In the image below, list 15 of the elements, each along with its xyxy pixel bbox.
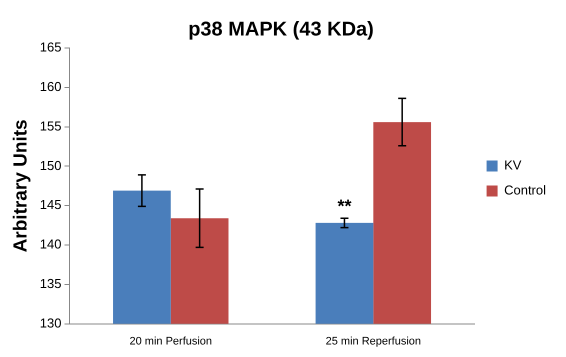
- annotation: **: [337, 196, 352, 216]
- y-tick-label: 130: [40, 315, 62, 330]
- y-tick-label: 160: [40, 78, 62, 94]
- y-axis-title: Arbitrary Units: [10, 119, 32, 252]
- y-tick-label: 165: [40, 40, 62, 55]
- y-tick-label: 145: [40, 197, 62, 212]
- y-tick-label: 150: [40, 158, 62, 173]
- x-tick-label: 25 min Reperfusion: [326, 335, 422, 348]
- y-tick-label: 135: [40, 276, 62, 291]
- y-tick-label: 140: [40, 236, 62, 252]
- chart-title: p38 MAPK (43 KDa): [188, 18, 374, 41]
- y-tick-label: 155: [40, 118, 62, 134]
- legend-label: KV: [504, 158, 522, 173]
- x-tick-label: 20 min Perfusion: [129, 335, 212, 348]
- legend-label: Control: [504, 182, 546, 198]
